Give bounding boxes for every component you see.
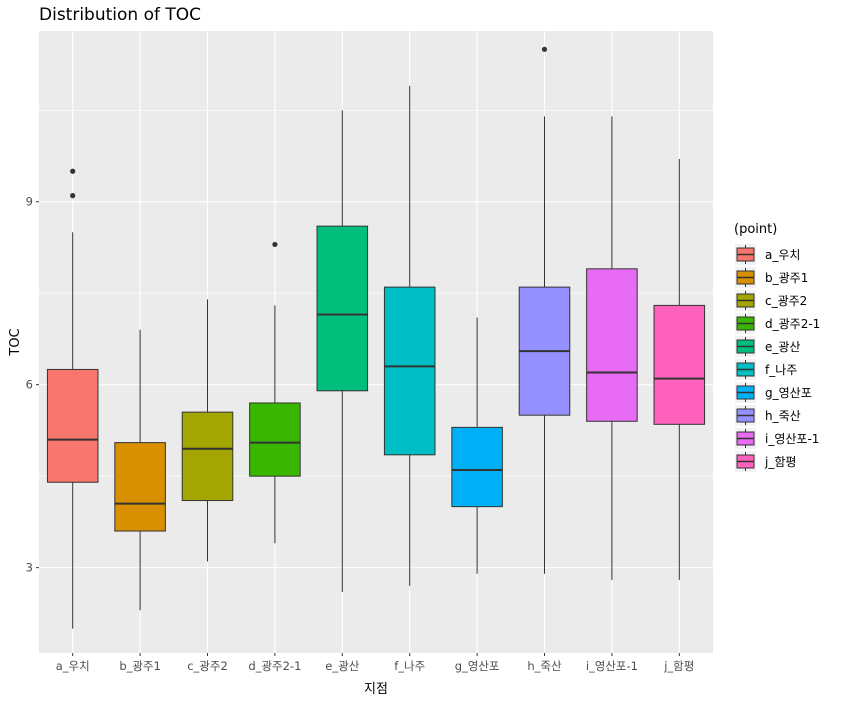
axis-layer: 3 6 9 a_우치 b_광주1 c_광주2 d_광주2-1 e_광산 f_나주 g_영산포 h_죽…	[26, 195, 695, 673]
legend-label: g_영산포	[765, 386, 812, 400]
x-tick-label: h_죽산	[527, 659, 562, 673]
iqr-box	[316, 225, 369, 392]
legend-item: c_광주2	[735, 290, 807, 311]
box-c_광주2	[181, 299, 234, 562]
x-tick-label: c_광주2	[187, 659, 228, 673]
box-b_광주1	[114, 329, 166, 611]
legend-item: i_영산포-1	[735, 428, 819, 449]
x-axis-title: 지점	[364, 682, 388, 697]
legend-item: b_광주1	[735, 267, 808, 288]
x-tick-label: i_영산포-1	[586, 659, 638, 673]
legend-label: d_광주2-1	[765, 317, 820, 331]
box-d_광주2-1	[249, 241, 301, 544]
box-h_죽산	[518, 46, 571, 574]
box-j_함평	[653, 159, 706, 580]
legend-item: g_영산포	[735, 382, 812, 403]
y-axis-title: TOC	[8, 328, 23, 356]
legend-item: h_죽산	[735, 405, 801, 426]
outlier-point	[70, 193, 76, 199]
outlier-point	[272, 241, 278, 248]
iqr-box	[46, 368, 99, 483]
box-g_영산포	[451, 317, 503, 574]
outlier-point	[70, 168, 76, 174]
box-layer	[46, 46, 706, 629]
iqr-box	[451, 426, 503, 508]
y-tick-label: 9	[26, 195, 33, 209]
box-i_영산포-1	[586, 116, 638, 580]
box-e_광산	[316, 110, 369, 593]
box-a_우치	[46, 168, 99, 629]
legend-item: a_우치	[735, 244, 800, 265]
outlier-point	[541, 46, 548, 52]
legend-label: h_죽산	[765, 409, 801, 423]
x-tick-label: b_광주1	[119, 659, 161, 673]
legend-item: e_광산	[735, 336, 800, 357]
x-tick-label: d_광주2-1	[248, 659, 301, 673]
legend-item: j_함평	[735, 451, 796, 472]
iqr-box	[586, 268, 638, 422]
legend-label: f_나주	[765, 363, 797, 377]
legend-label: b_광주1	[765, 271, 808, 285]
iqr-box	[114, 442, 166, 532]
x-tick-label: g_영산포	[455, 659, 500, 673]
legend-label: j_함평	[764, 455, 796, 469]
legend-label: e_광산	[765, 340, 800, 354]
box-f_나주	[383, 85, 436, 586]
legend-title: (point)	[734, 222, 777, 237]
x-tick-label: f_나주	[394, 659, 425, 673]
legend-label: i_영산포-1	[765, 432, 819, 446]
legend-item: f_나주	[735, 359, 797, 380]
x-tick-label: a_우치	[56, 659, 90, 673]
iqr-box	[383, 286, 436, 456]
iqr-box	[249, 402, 301, 477]
chart-title: Distribution of TOC	[39, 5, 202, 25]
x-tick-label: j_함평	[663, 659, 694, 673]
legend: (point) a_우치 b_광주1 c_광주2 d_광주2-1 e_광산 f_나주 g_영…	[734, 222, 820, 472]
y-tick-label: 6	[26, 378, 33, 392]
iqr-box	[653, 304, 706, 425]
legend-label: c_광주2	[765, 294, 807, 308]
y-tick-label: 3	[26, 561, 33, 575]
x-tick-label: e_광산	[325, 659, 359, 673]
legend-item: d_광주2-1	[735, 313, 820, 334]
iqr-box	[181, 411, 234, 502]
legend-label: a_우치	[765, 248, 800, 262]
